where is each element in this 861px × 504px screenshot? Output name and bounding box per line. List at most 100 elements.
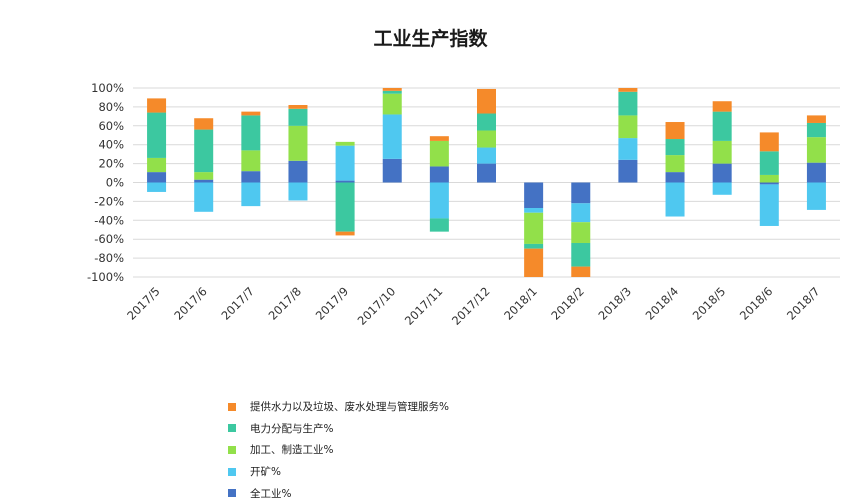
bar-segment: [335, 182, 355, 232]
bar-segment: [571, 222, 591, 243]
bar-segment: [571, 242, 591, 267]
bar-segment: [759, 174, 779, 183]
bar-segment: [665, 155, 685, 173]
legend-item: 提供水力以及垃圾、废水处理与管理服务%: [228, 396, 449, 418]
x-tick-label: 2017/7: [218, 284, 257, 323]
bar-segment: [382, 93, 402, 115]
x-tick-label: 2018/1: [501, 284, 540, 323]
y-tick-label: 80%: [98, 100, 124, 114]
y-tick-label: -20%: [94, 194, 124, 208]
bar-segment: [241, 150, 261, 172]
x-tick-label: 2017/11: [402, 284, 446, 328]
bar-segment: [571, 203, 591, 223]
legend-swatch: [228, 424, 236, 433]
bar-segment: [382, 88, 402, 91]
legend-label: 加工、制造工业%: [250, 444, 334, 457]
bar-segment: [712, 182, 732, 195]
y-tick-label: 0%: [106, 176, 124, 190]
bar-segment: [288, 105, 308, 109]
bar-segment: [524, 243, 544, 249]
legend-label: 全工业%: [250, 487, 292, 500]
y-tick-label: -80%: [94, 251, 124, 265]
legend-item: 开矿%: [228, 461, 449, 483]
bar-segment: [524, 248, 544, 277]
legend-label: 电力分配与生产%: [250, 422, 334, 435]
legend-swatch: [228, 489, 236, 498]
bar-segment: [618, 91, 638, 116]
bar-segment: [618, 138, 638, 160]
bar-segment: [477, 147, 496, 164]
bar-segment: [806, 182, 826, 210]
legend-item: 加工、制造工业%: [228, 439, 449, 461]
bar-segment: [194, 182, 214, 212]
bar-segment: [571, 182, 591, 204]
bar-segment: [241, 115, 261, 151]
x-tick-label: 2017/5: [124, 284, 163, 323]
bar-segment: [429, 182, 449, 219]
x-tick-label: 2018/4: [643, 284, 682, 323]
legend-swatch: [228, 467, 236, 476]
bar-segment: [147, 172, 167, 183]
x-tick-label: 2018/5: [690, 284, 729, 323]
bar-segment: [665, 139, 685, 156]
y-tick-label: -100%: [87, 270, 124, 284]
bar-segment: [477, 88, 496, 114]
bar-segment: [288, 108, 308, 126]
y-tick-label: -40%: [94, 213, 124, 227]
bar-segment: [759, 151, 779, 175]
bar-segment: [477, 113, 496, 131]
bar-segment: [524, 182, 544, 209]
bar-segment: [288, 125, 308, 161]
bar-segment: [288, 182, 308, 201]
bar-segment: [335, 145, 355, 181]
x-tick-label: 2017/8: [266, 284, 305, 323]
bar-segment: [194, 129, 214, 173]
bar-segment: [429, 140, 449, 167]
legend-label: 提供水力以及垃圾、废水处理与管理服务%: [250, 401, 449, 414]
x-tick-label: 2018/2: [548, 284, 587, 323]
bar-segment: [618, 159, 638, 183]
x-tick-label: 2018/6: [737, 284, 776, 323]
bar-segment: [712, 163, 732, 183]
y-tick-label: -60%: [94, 232, 124, 246]
bar-segment: [147, 182, 167, 192]
bar-segment: [712, 140, 732, 164]
bar-segment: [335, 141, 355, 146]
x-tick-label: 2017/10: [355, 284, 399, 328]
x-tick-label: 2017/6: [171, 284, 210, 323]
bar-segment: [665, 182, 685, 217]
bar-segment: [194, 172, 214, 180]
legend-item: 电力分配与生产%: [228, 418, 449, 440]
legend-item: 全工业%: [228, 482, 449, 504]
bar-segment: [806, 122, 826, 138]
bar-segment: [241, 171, 261, 183]
bar-segment: [712, 101, 732, 112]
x-tick-label: 2017/9: [313, 284, 352, 323]
bar-segment: [759, 132, 779, 152]
bar-segment: [618, 115, 638, 139]
bar-segment: [241, 111, 261, 116]
bar-segment: [288, 160, 308, 183]
y-tick-label: 100%: [91, 81, 124, 95]
y-tick-label: 60%: [98, 119, 124, 133]
legend-swatch: [228, 402, 236, 411]
bar-segment: [477, 130, 496, 148]
bar-segment: [382, 114, 402, 159]
bar-segment: [429, 136, 449, 141]
bar-segment: [806, 137, 826, 163]
legend: 提供水力以及垃圾、废水处理与管理服务% 电力分配与生产% 加工、制造工业% 开矿% 全工…: [228, 396, 449, 504]
bar-segment: [147, 112, 167, 158]
x-tick-label: 2018/7: [784, 284, 823, 323]
bar-segment: [241, 182, 261, 207]
legend-label: 开矿%: [250, 466, 281, 479]
bar-segment: [429, 166, 449, 183]
bar-segment: [524, 212, 544, 244]
bar-segment: [806, 162, 826, 183]
y-tick-label: 40%: [98, 138, 124, 152]
y-tick-label: 20%: [98, 157, 124, 171]
legend-swatch: [228, 445, 236, 454]
x-tick-label: 2017/12: [449, 284, 493, 328]
bar-segment: [194, 179, 214, 183]
chart-title: 工业生产指数: [373, 28, 488, 50]
